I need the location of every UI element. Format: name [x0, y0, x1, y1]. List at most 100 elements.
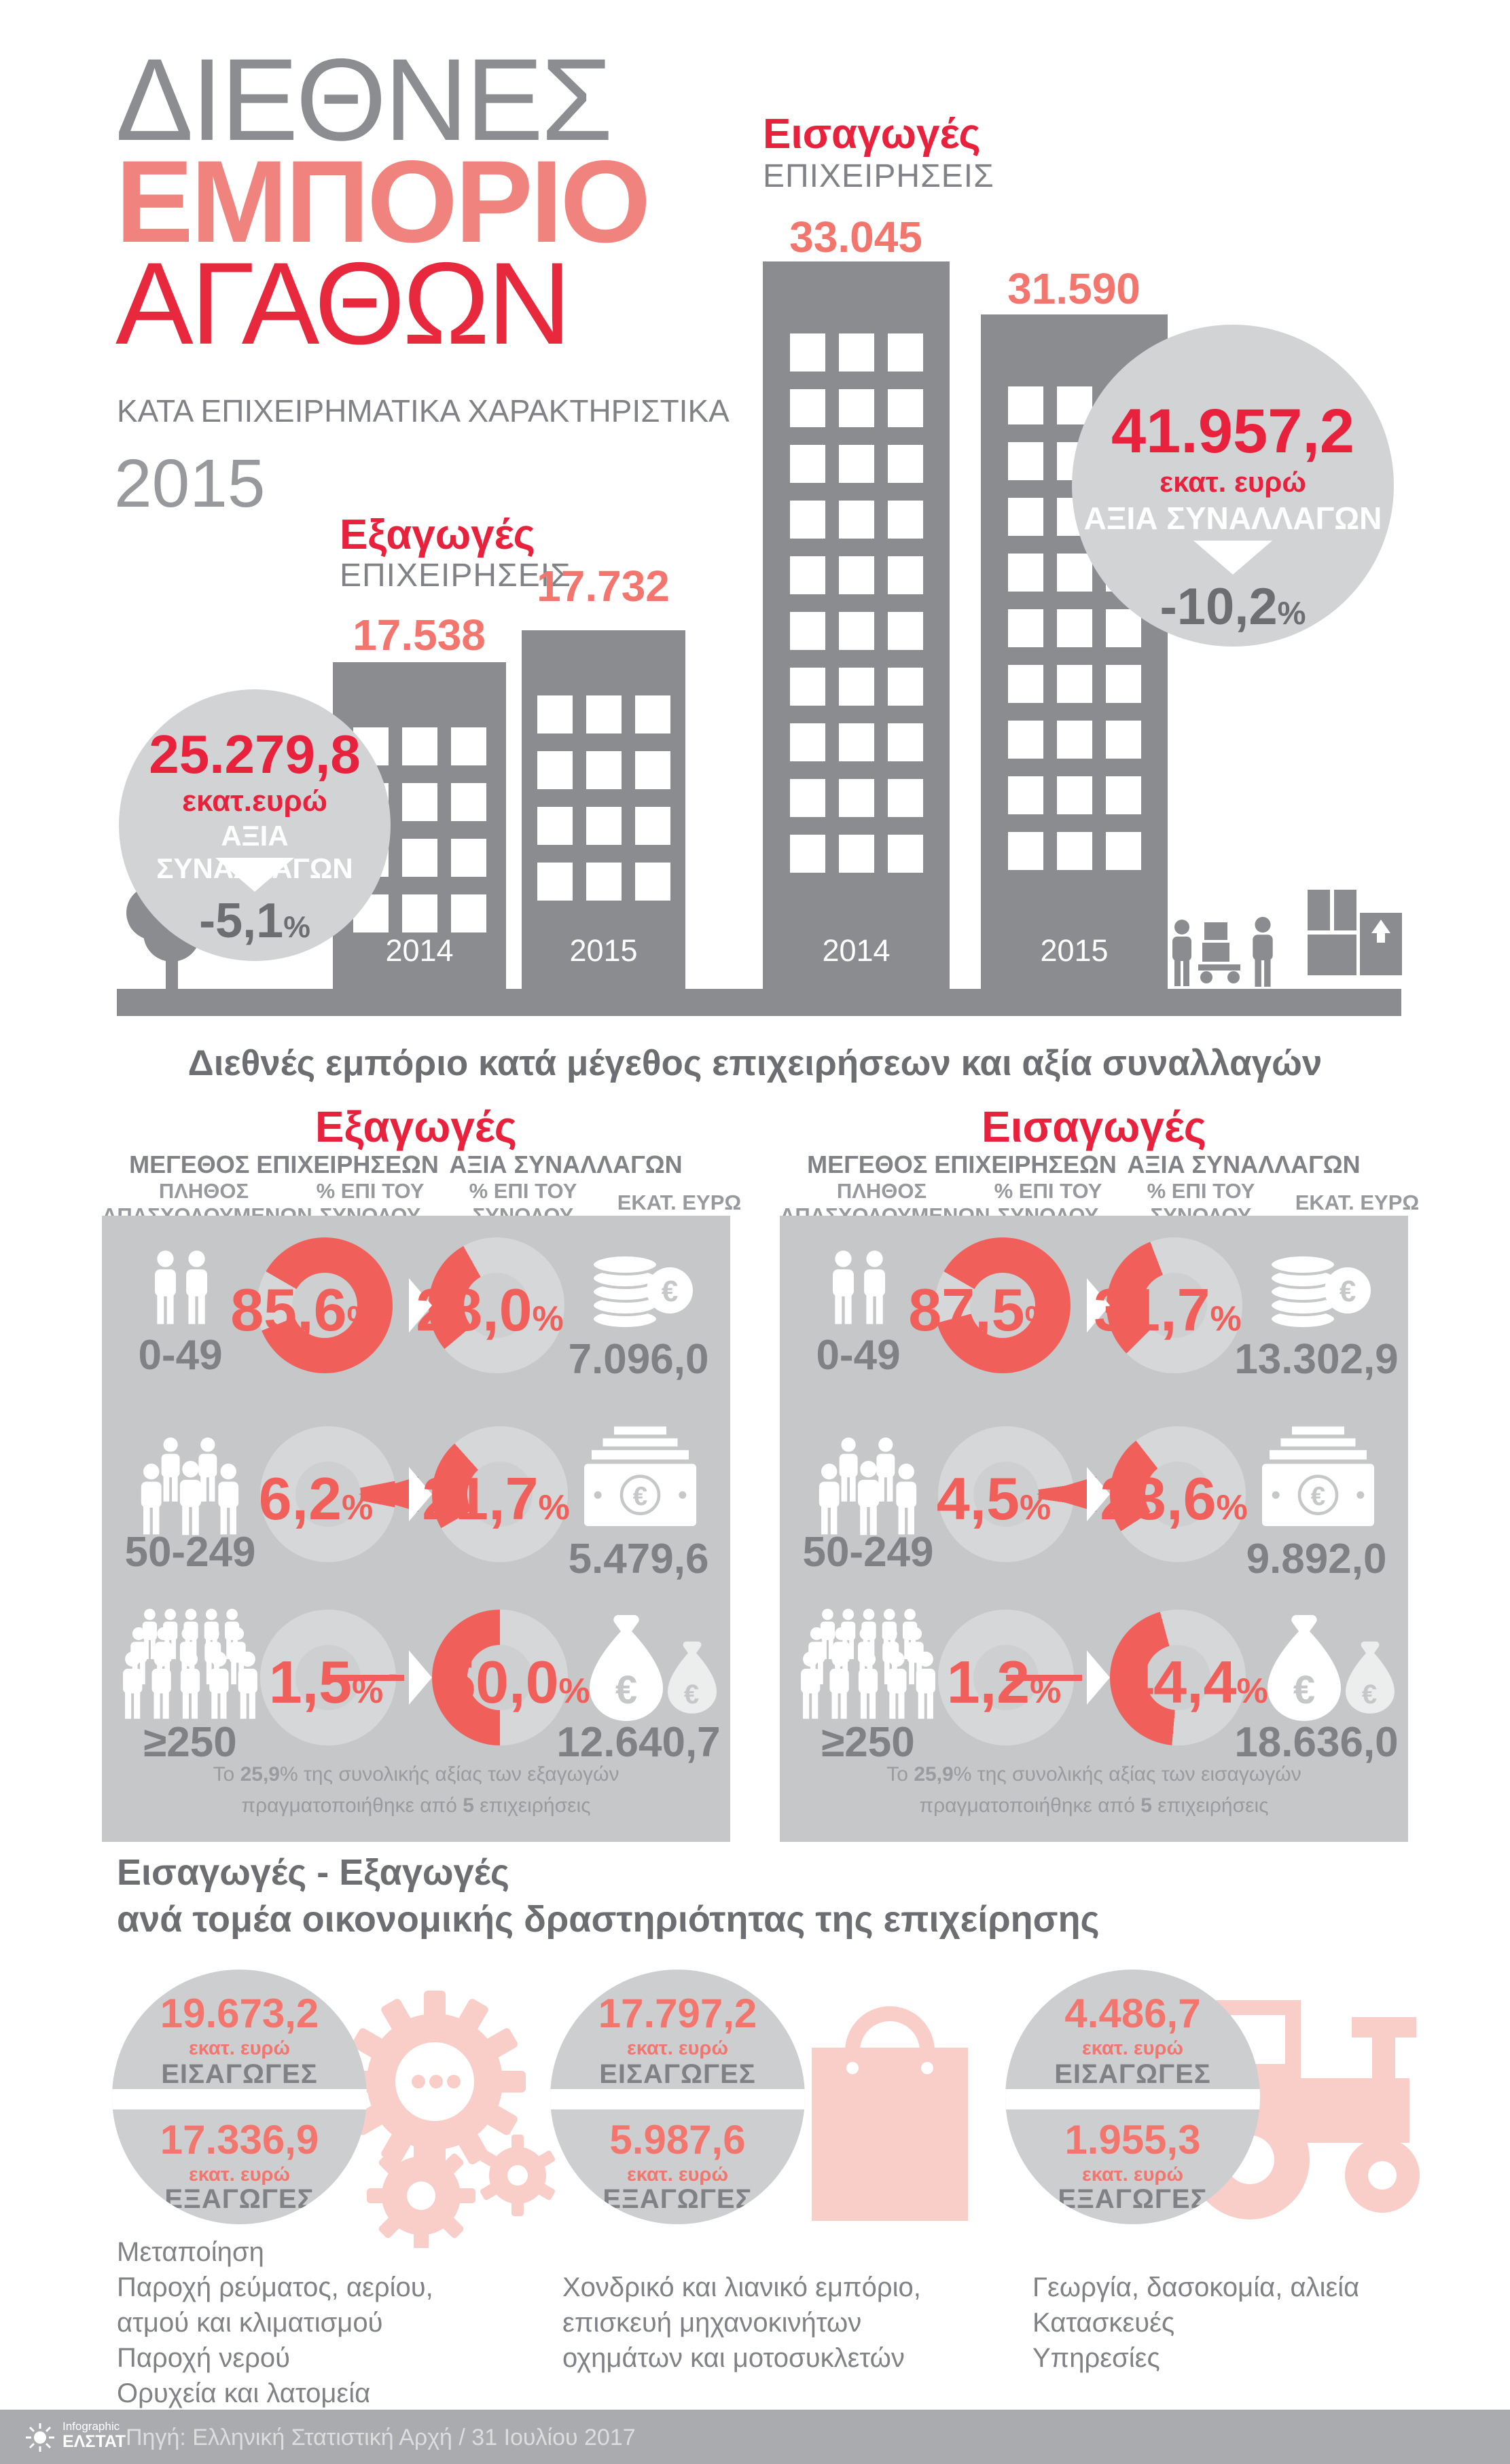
- percent-value: 6,2: [258, 1465, 342, 1532]
- building-exports-2015: 2015: [522, 630, 685, 989]
- imports-value-label: ΑΞΙΑ ΣΥΝΑΛΛΑΓΩΝ: [1083, 501, 1382, 536]
- sector-exports-label: ΕΞΑΓΩΓΕΣ: [164, 2184, 314, 2214]
- exports-column-heading: Εξαγωγές: [314, 1102, 518, 1151]
- activity-item: ατμού και κλιματισμού: [117, 2308, 383, 2338]
- arrow-right-icon: [1087, 1650, 1110, 1705]
- amount-value: 7.096,0: [568, 1336, 709, 1383]
- imports-change: -10,2%: [1072, 577, 1394, 636]
- euro-sign: €: [662, 1275, 678, 1308]
- imports-change-value: -10,2: [1160, 578, 1278, 636]
- logo-text-bottom: ΕΛΣΤΑΤ: [62, 2432, 126, 2451]
- value-share-donut: [432, 1426, 568, 1562]
- euro-sign: €: [633, 1482, 647, 1511]
- page-title: ΔΙΕΘΝΕΣ ΕΜΠΟΡΙΟ ΑΓΑΘΩΝ: [115, 35, 651, 362]
- value-share-value: 28,0%: [381, 1275, 598, 1345]
- activity-item: επισκευή μηχανοκινήτων: [562, 2308, 862, 2338]
- divider-band: [112, 2089, 367, 2109]
- amount-value: 9.892,0: [1246, 1536, 1387, 1582]
- value-share-donut: [1110, 1426, 1246, 1562]
- employment-share-value: 6,2%: [207, 1464, 425, 1534]
- percent-value: 1,5: [268, 1648, 353, 1716]
- percent-value: 4,5: [936, 1465, 1020, 1532]
- sub-header-line: % ΕΠΙ ΤΟΥ: [1147, 1179, 1255, 1203]
- banknotes-icon: €: [584, 1426, 696, 1527]
- sector-exports-value: 1.955,3: [1064, 2117, 1201, 2162]
- percent-sign: %: [1024, 1299, 1056, 1339]
- value-share-donut: [1110, 1610, 1246, 1745]
- value-share-donut: [432, 1610, 568, 1745]
- sub-header-line: % ΕΠΙ ΤΟΥ: [994, 1179, 1102, 1203]
- activity-item: οχημάτων και μοτοσυκλετών: [562, 2343, 905, 2373]
- percent-sign: %: [342, 1488, 374, 1527]
- sector-exports-label: ΕΞΑΓΩΓΕΣ: [1058, 2184, 1208, 2214]
- arrow-right-icon: [409, 1467, 432, 1521]
- imports-count-2015: 31.590: [1007, 264, 1140, 313]
- imports-count-2014: 33.045: [789, 213, 922, 261]
- euro-sign: €: [1362, 1680, 1377, 1709]
- percent-sign: %: [538, 1488, 570, 1527]
- sector-section-title-line2: ανά τομέα οικονομικής δραστηριότητας της…: [117, 1899, 1100, 1940]
- imports-note: Το 25,9% της συνολικής αξίας των εισαγωγ…: [780, 1759, 1408, 1822]
- percent-value: 21,7: [422, 1465, 539, 1532]
- percent-value: 1,2: [946, 1648, 1030, 1716]
- building-windows: [790, 333, 923, 873]
- value-share-value: 23,6%: [1065, 1464, 1282, 1534]
- euro-sign: €: [1293, 1668, 1315, 1712]
- employment-share-donut: [935, 1237, 1071, 1373]
- employment-share-value: 87,5%: [874, 1275, 1091, 1345]
- imports-group2-header: ΑΞΙΑ ΣΥΝΑΛΛΑΓΩΝ: [1127, 1151, 1361, 1178]
- imports-group1-header: ΜΕΓΕΘΟΣ ΕΠΙΧΕΙΡΗΣΕΩΝ: [807, 1151, 1117, 1178]
- title-line-1: ΔΙΕΘΝΕΣ: [115, 35, 613, 165]
- building-imports-2014: 2014: [763, 261, 950, 989]
- imports-subheading: ΕΠΙΧΕΙΡΗΣΕΙΣ: [763, 158, 994, 194]
- exports-group1-header: ΜΕΓΕΘΟΣ ΕΠΙΧΕΙΡΗΣΕΩΝ: [129, 1151, 439, 1178]
- percent-sign: %: [352, 1671, 384, 1711]
- imports-value-unit: εκατ. ευρώ: [1160, 466, 1306, 498]
- activities-trade: Χονδρικό και λιανικό εμπόριο, επισκευή μ…: [562, 2270, 921, 2376]
- imports-value-circle: 41.957,2 εκατ. ευρώ ΑΞΙΑ ΣΥΝΑΛΛΑΓΩΝ -10,…: [1072, 325, 1394, 647]
- employment-share-value: 4,5%: [885, 1464, 1102, 1534]
- activity-item: Παροχή ρεύματος, αερίου,: [117, 2272, 433, 2302]
- percent-sign: %: [283, 911, 310, 944]
- sector-imports-unit: εκατ. ευρώ: [627, 2037, 728, 2059]
- sector-imports-value: 17.797,2: [598, 1991, 757, 2036]
- sub-header-line: ΠΛΗΘΟΣ: [836, 1179, 927, 1203]
- building-year-label: 2015: [1040, 933, 1109, 968]
- small-share-wedge: [1037, 1476, 1096, 1512]
- euro-sign: €: [684, 1680, 699, 1709]
- size-class-label: 0-49: [816, 1332, 901, 1379]
- activity-item: Ορυχεία και λατομεία: [117, 2378, 371, 2408]
- activity-item: Κατασκευές: [1032, 2308, 1175, 2338]
- employment-share-value: 1,5%: [217, 1648, 435, 1717]
- percent-value: 87,5: [908, 1276, 1025, 1343]
- percent-sign: %: [346, 1299, 378, 1339]
- divider-band: [1005, 2089, 1260, 2109]
- value-share-value: 21,7%: [387, 1464, 605, 1534]
- exports-size-panel: 0-49 85,6% 28,0% € 7.096,0 50-249 6,2%: [102, 1216, 730, 1842]
- elstat-logo: Infographic ΕΛΣΤΑΤ: [62, 2420, 126, 2451]
- activity-item: Μεταποίηση: [117, 2237, 264, 2267]
- sector-imports-value: 4.486,7: [1064, 1991, 1201, 2036]
- sector-exports-value: 17.336,9: [160, 2117, 319, 2162]
- exports-group2-header: ΑΞΙΑ ΣΥΝΑΛΛΑΓΩΝ: [449, 1151, 683, 1178]
- sector-exports-value: 5.987,6: [609, 2117, 746, 2162]
- value-share-value: 44,4%: [1085, 1648, 1303, 1717]
- workers-freight-icon: [1172, 890, 1402, 987]
- money-bags-icon: € €: [1268, 1615, 1395, 1721]
- amount-value: 12.640,7: [556, 1719, 721, 1766]
- divider-band: [550, 2089, 805, 2109]
- sector-imports-label: ΕΙΣΑΓΩΓΕΣ: [1054, 2059, 1211, 2089]
- percent-sign: %: [532, 1299, 564, 1339]
- logo-text-top: Infographic: [62, 2420, 120, 2433]
- title-line-2: ΕΜΠΟΡΙΟ: [115, 137, 651, 267]
- note-line-2: πραγματοποιήθηκε από 5 επιχειρήσεις: [919, 1794, 1269, 1817]
- small-share-wedge: [359, 1476, 418, 1512]
- employment-share-value: 1,2%: [895, 1648, 1113, 1717]
- size-class-label: 0-49: [138, 1332, 223, 1379]
- activities-agriculture: Γεωργία, δασοκομία, αλιεία Κατασκευές Υπ…: [1032, 2270, 1359, 2376]
- exports-subheading: ΕΠΙΧΕΙΡΗΣΕΙΣ: [340, 558, 571, 594]
- source-text: Πηγή: Ελληνική Στατιστική Αρχή / 31 Ιουλ…: [126, 2425, 636, 2450]
- exports-sub4-header: ΕΚΑΤ. ΕΥΡΩ: [617, 1191, 742, 1214]
- percent-sign: %: [558, 1671, 590, 1711]
